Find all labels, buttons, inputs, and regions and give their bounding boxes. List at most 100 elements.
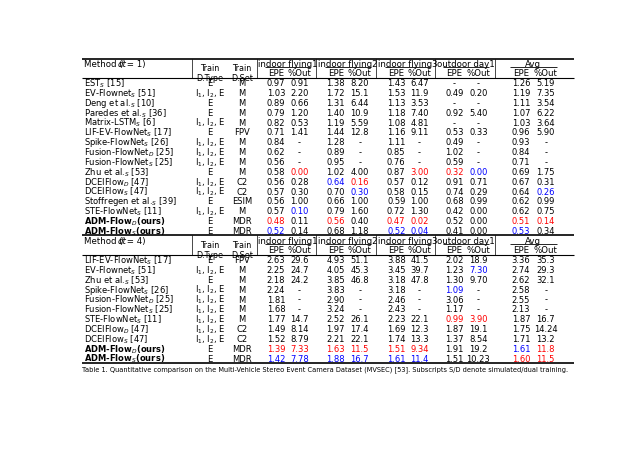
Text: 2.18: 2.18 (267, 275, 285, 284)
Text: Method (: Method ( (84, 237, 122, 246)
Text: Matrix-LSTM$_S$ [6]: Matrix-LSTM$_S$ [6] (84, 117, 156, 129)
Text: 1.60: 1.60 (512, 354, 530, 363)
Text: = 1): = 1) (124, 60, 146, 69)
Text: 0.14: 0.14 (290, 226, 308, 236)
Text: ADM-Flow$_D$(ours): ADM-Flow$_D$(ours) (84, 215, 166, 227)
Text: LIF-EV-FlowNet$_S$ [17]: LIF-EV-FlowNet$_S$ [17] (84, 126, 172, 139)
Text: -: - (418, 295, 421, 304)
Text: -: - (358, 148, 361, 157)
Text: 1.00: 1.00 (290, 197, 308, 206)
Text: 1.87: 1.87 (511, 315, 531, 324)
Text: M: M (238, 305, 246, 314)
Text: 1.63: 1.63 (326, 344, 345, 353)
Text: -: - (477, 79, 480, 88)
Text: FPV: FPV (234, 256, 250, 264)
Text: 0.99: 0.99 (536, 197, 555, 206)
Text: I$_1$, I$_2$, E: I$_1$, I$_2$, E (195, 205, 225, 218)
Text: 0.51: 0.51 (512, 217, 530, 225)
Text: M: M (238, 275, 246, 284)
Text: M: M (238, 138, 246, 147)
Text: -: - (298, 295, 301, 304)
Text: E: E (207, 128, 213, 137)
Text: -: - (477, 305, 480, 314)
Text: 0.57: 0.57 (267, 207, 285, 216)
Text: -: - (298, 138, 301, 147)
Text: 0.75: 0.75 (536, 207, 555, 216)
Text: 0.79: 0.79 (326, 207, 345, 216)
Text: DCEIFlow$_S$ [47]: DCEIFlow$_S$ [47] (84, 332, 148, 345)
Text: M: M (238, 108, 246, 118)
Text: 1.75: 1.75 (536, 168, 555, 176)
Text: MDR: MDR (232, 217, 252, 225)
Text: 0.52: 0.52 (267, 226, 285, 236)
Text: 1.51: 1.51 (445, 354, 463, 363)
Text: 2.21: 2.21 (326, 334, 345, 343)
Text: 0.87: 0.87 (387, 168, 406, 176)
Text: M: M (238, 79, 246, 88)
Text: -: - (477, 158, 480, 167)
Text: 1.40: 1.40 (326, 108, 345, 118)
Text: 3.53: 3.53 (410, 99, 429, 108)
Text: 1.81: 1.81 (267, 295, 285, 304)
Text: 1.18: 1.18 (351, 226, 369, 236)
Text: indoor flying2: indoor flying2 (318, 60, 378, 69)
Text: EPE: EPE (268, 69, 284, 78)
Text: Spike-FlowNet$_S$ [26]: Spike-FlowNet$_S$ [26] (84, 283, 169, 296)
Text: 2.63: 2.63 (267, 256, 285, 264)
Text: 7.30: 7.30 (469, 265, 488, 275)
Text: 16.7: 16.7 (536, 315, 555, 324)
Text: 7.33: 7.33 (290, 344, 308, 353)
Text: 18.9: 18.9 (469, 256, 488, 264)
Text: EPE: EPE (388, 245, 404, 254)
Text: MDR: MDR (232, 226, 252, 236)
Text: outdoor day1: outdoor day1 (438, 237, 495, 246)
Text: Paredes et al.$_S$ [36]: Paredes et al.$_S$ [36] (84, 107, 166, 119)
Text: 0.14: 0.14 (536, 217, 555, 225)
Text: 1.19: 1.19 (326, 119, 345, 127)
Text: -: - (418, 285, 421, 294)
Text: 0.82: 0.82 (267, 119, 285, 127)
Text: 2.55: 2.55 (512, 295, 530, 304)
Text: 11.4: 11.4 (410, 354, 429, 363)
Text: 0.93: 0.93 (512, 138, 530, 147)
Text: 1.77: 1.77 (267, 315, 285, 324)
Text: 1.00: 1.00 (351, 197, 369, 206)
Text: EV-Flownet$_S$ [51]: EV-Flownet$_S$ [51] (84, 87, 156, 100)
Text: 5.59: 5.59 (351, 119, 369, 127)
Text: 1.91: 1.91 (445, 344, 463, 353)
Text: -: - (453, 79, 456, 88)
Text: 35.3: 35.3 (536, 256, 555, 264)
Text: 0.58: 0.58 (387, 187, 406, 196)
Text: 2.20: 2.20 (290, 89, 308, 98)
Text: 0.40: 0.40 (351, 217, 369, 225)
Text: 0.56: 0.56 (326, 217, 345, 225)
Text: I$_1$, I$_2$, E: I$_1$, I$_2$, E (195, 283, 225, 296)
Text: EPE: EPE (388, 69, 404, 78)
Text: 0.57: 0.57 (267, 187, 285, 196)
Text: Zhu et al.$_S$ [53]: Zhu et al.$_S$ [53] (84, 274, 149, 286)
Text: 2.74: 2.74 (512, 265, 530, 275)
Text: FPV: FPV (234, 128, 250, 137)
Text: 1.52: 1.52 (267, 334, 285, 343)
Text: 3.06: 3.06 (445, 295, 463, 304)
Text: -: - (453, 99, 456, 108)
Text: 14.24: 14.24 (534, 325, 557, 333)
Text: I$_1$, I$_2$, E: I$_1$, I$_2$, E (195, 264, 225, 276)
Text: 0.00: 0.00 (469, 168, 488, 176)
Text: 2.02: 2.02 (445, 256, 463, 264)
Text: Fusion-FlowNet$_S$ [25]: Fusion-FlowNet$_S$ [25] (84, 156, 173, 169)
Text: ESIM: ESIM (232, 197, 252, 206)
Text: 0.11: 0.11 (290, 217, 308, 225)
Text: 0.89: 0.89 (267, 99, 285, 108)
Text: 4.81: 4.81 (410, 119, 429, 127)
Text: 1.19: 1.19 (512, 89, 530, 98)
Text: 0.91: 0.91 (445, 177, 463, 187)
Text: E: E (207, 79, 213, 88)
Text: 1.87: 1.87 (445, 325, 463, 333)
Text: 0.66: 0.66 (326, 197, 345, 206)
Text: -: - (358, 295, 361, 304)
Text: 0.52: 0.52 (445, 217, 463, 225)
Text: 0.59: 0.59 (445, 158, 463, 167)
Text: -: - (358, 305, 361, 314)
Text: C2: C2 (236, 325, 248, 333)
